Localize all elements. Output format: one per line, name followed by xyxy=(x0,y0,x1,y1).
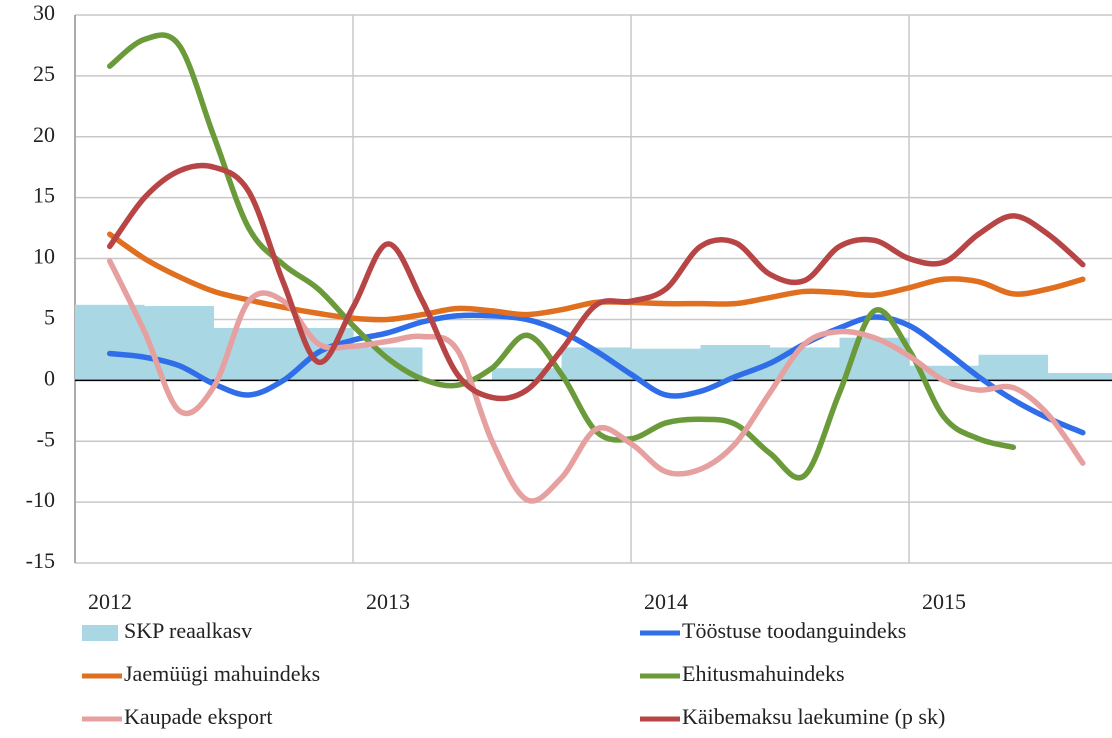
y-tick-label: 10 xyxy=(33,244,55,269)
x-tick-label: 2015 xyxy=(922,589,966,614)
y-tick-label: 30 xyxy=(33,0,55,25)
y-tick-label: 25 xyxy=(33,61,55,86)
bar xyxy=(214,327,284,381)
x-tick-label: 2013 xyxy=(366,589,410,614)
legend-label: Käibemaksu laekumine (p sk) xyxy=(682,704,945,729)
line xyxy=(107,258,1086,504)
y-tick-label: 20 xyxy=(33,122,55,147)
grid xyxy=(74,14,1112,564)
legend-label: Kaupade eksport xyxy=(124,704,272,729)
lines xyxy=(107,32,1086,504)
bar xyxy=(978,354,1049,381)
bar xyxy=(631,348,701,381)
legend-label: Ehitusmahuindeks xyxy=(682,661,845,686)
bar xyxy=(144,306,215,381)
line xyxy=(107,162,1086,402)
x-tick-label: 2012 xyxy=(88,589,132,614)
y-tick-label: 5 xyxy=(44,304,55,329)
bar xyxy=(1048,373,1112,381)
bar xyxy=(492,368,562,381)
legend-label: SKP reaalkasv xyxy=(124,618,252,643)
x-tick-label: 2014 xyxy=(644,589,688,614)
line xyxy=(107,32,1017,481)
y-tick-label: 0 xyxy=(44,365,55,390)
y-tick-label: -10 xyxy=(26,487,55,512)
legend-swatch xyxy=(82,625,118,641)
line xyxy=(107,312,1086,436)
bar xyxy=(75,304,145,381)
legend-label: Jaemüügi mahuindeks xyxy=(124,661,320,686)
y-tick-label: 15 xyxy=(33,183,55,208)
y-tick-label: -15 xyxy=(26,548,55,573)
legend-label: Tööstuse toodanguindeks xyxy=(682,618,906,643)
y-tick-label: -5 xyxy=(37,426,55,451)
bars xyxy=(75,304,1112,382)
